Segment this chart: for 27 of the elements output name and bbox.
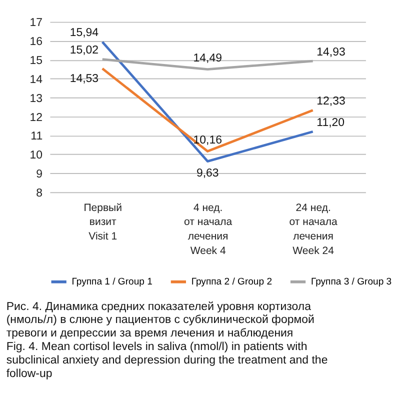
data-label: 10,16 bbox=[193, 134, 222, 147]
y-tick-label: 10 bbox=[30, 150, 43, 162]
y-tick-label: 8 bbox=[36, 187, 43, 200]
y-tick-label: 16 bbox=[30, 36, 43, 48]
data-label: 15,02 bbox=[70, 44, 99, 57]
y-tick-label: 12 bbox=[30, 112, 43, 124]
legend-label: Группа 3 / Group 3 bbox=[310, 276, 392, 288]
data-label: 14,93 bbox=[316, 46, 346, 58]
y-tick-label: 17 bbox=[30, 17, 43, 30]
caption: Fig. 4. Mean cortisol levels in saliva (nmol/l) in patients with subclinical anxiety and depression during the treatment and the follow-up bbox=[6, 341, 328, 380]
data-label: 14,49 bbox=[193, 52, 222, 65]
text: Рис. 4. Динамика средних показателей уровня кортизола (нмоль/л) в слюне у пациентов с субклинической формой тревоги и депрессии за время лечения и наблюдения bbox=[6, 300, 314, 340]
data-label: 12,33 bbox=[316, 95, 346, 108]
data-label: 9,63 bbox=[196, 168, 219, 180]
x-tick-label: 4 нед. от начала лечения Week 4 bbox=[184, 202, 232, 257]
x-tick-label: 24 нед. от начала лечения Week 24 bbox=[289, 202, 338, 257]
y-tick-label: 13 bbox=[30, 92, 43, 105]
x-tick-label: Первый визит Visit 1 bbox=[84, 202, 122, 243]
legend-label: Группа 2 / Group 2 bbox=[191, 276, 272, 288]
y-tick-label: 15 bbox=[30, 55, 43, 68]
data-label: 15,94 bbox=[70, 27, 100, 40]
data-label: 11,20 bbox=[316, 116, 345, 129]
y-tick-label: 14 bbox=[30, 74, 44, 86]
y-tick-label: 9 bbox=[36, 168, 43, 181]
data-label: 14,53 bbox=[70, 72, 99, 85]
legend-label: Группа 1 / Group 1 bbox=[72, 276, 152, 288]
y-tick-label: 11 bbox=[30, 130, 43, 143]
